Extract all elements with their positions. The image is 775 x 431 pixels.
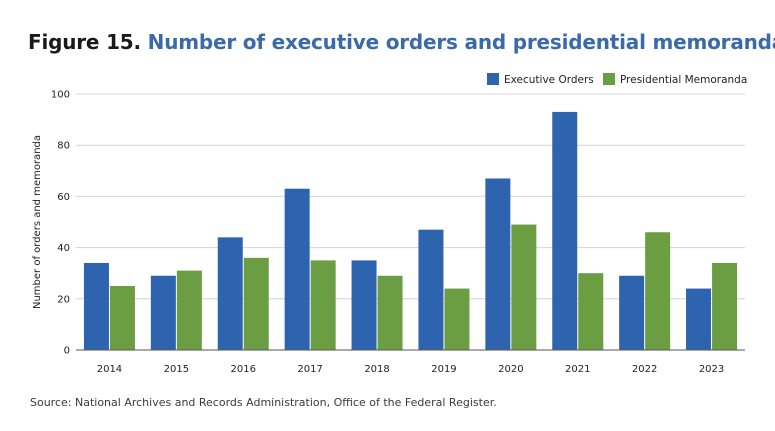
x-tick-labels: 2014 2015 2016 2017 2018 2019 2020 2021 2022 2023 bbox=[97, 364, 725, 375]
y-axis-title: Number of orders and memoranda bbox=[32, 135, 43, 309]
bar-presidential-memoranda-2016 bbox=[243, 257, 269, 350]
y-tick-label: 80 bbox=[57, 141, 70, 152]
y-tick-labels: 0 20 40 60 80 100 bbox=[51, 90, 70, 357]
x-tick-label: 2016 bbox=[231, 364, 256, 375]
source-note: Source: National Archives and Records Ad… bbox=[30, 396, 497, 409]
legend: Executive Orders Presidential Memoranda bbox=[487, 73, 747, 86]
bar-executive-orders-2019 bbox=[418, 229, 444, 350]
legend-label: Presidential Memoranda bbox=[620, 74, 747, 86]
bar-executive-orders-2016 bbox=[217, 237, 243, 350]
bar-presidential-memoranda-2021 bbox=[578, 273, 604, 350]
bar-executive-orders-2021 bbox=[552, 111, 578, 350]
figure-title: Figure 15. Number of executive orders an… bbox=[28, 30, 775, 54]
x-tick-label: 2019 bbox=[431, 364, 456, 375]
bar-executive-orders-2014 bbox=[83, 262, 109, 350]
bar-executive-orders-2018 bbox=[351, 260, 377, 350]
legend-label: Executive Orders bbox=[504, 74, 594, 86]
bar-presidential-memoranda-2023 bbox=[712, 262, 738, 350]
y-tick-label: 40 bbox=[57, 243, 70, 254]
x-tick-label: 2018 bbox=[364, 364, 389, 375]
y-tick-label: 100 bbox=[51, 90, 70, 101]
bar-presidential-memoranda-2015 bbox=[176, 270, 202, 350]
bar-executive-orders-2020 bbox=[485, 178, 511, 350]
x-tick-label: 2021 bbox=[565, 364, 590, 375]
bars bbox=[83, 111, 738, 350]
x-tick-label: 2022 bbox=[632, 364, 657, 375]
y-tick-label: 0 bbox=[64, 346, 70, 357]
bar-presidential-memoranda-2019 bbox=[444, 288, 470, 350]
bar-presidential-memoranda-2020 bbox=[511, 224, 537, 350]
x-tick-label: 2014 bbox=[97, 364, 122, 375]
x-tick-label: 2017 bbox=[297, 364, 322, 375]
bar-executive-orders-2015 bbox=[150, 275, 176, 350]
figure-caption: Number of executive orders and president… bbox=[147, 30, 775, 54]
x-tick-label: 2015 bbox=[164, 364, 189, 375]
legend-swatch bbox=[487, 73, 499, 85]
bar-presidential-memoranda-2014 bbox=[109, 286, 135, 350]
bar-presidential-memoranda-2018 bbox=[377, 275, 403, 350]
legend-swatch bbox=[603, 73, 615, 85]
bar-presidential-memoranda-2022 bbox=[645, 232, 671, 350]
bar-presidential-memoranda-2017 bbox=[310, 260, 336, 350]
y-tick-label: 60 bbox=[57, 192, 70, 203]
bar-executive-orders-2023 bbox=[686, 288, 712, 350]
x-tick-label: 2020 bbox=[498, 364, 523, 375]
bar-executive-orders-2022 bbox=[619, 275, 645, 350]
y-tick-label: 20 bbox=[57, 294, 70, 305]
x-tick-label: 2023 bbox=[699, 364, 724, 375]
gridlines bbox=[76, 93, 745, 300]
bar-executive-orders-2017 bbox=[284, 188, 310, 350]
figure-label: Figure 15. bbox=[28, 30, 141, 54]
